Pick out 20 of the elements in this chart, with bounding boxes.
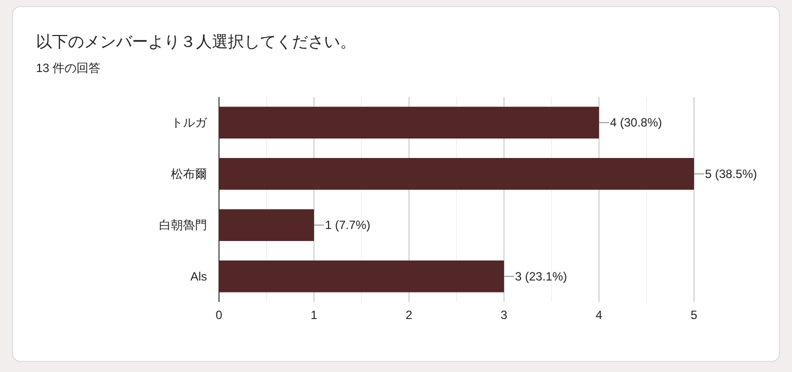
x-tick-label: 4 bbox=[596, 308, 603, 322]
bar bbox=[219, 260, 504, 292]
y-tick-label: 松布爾 bbox=[171, 166, 207, 181]
data-label: 5 (38.5%) bbox=[705, 166, 758, 181]
y-tick-label: 白朝魯門 bbox=[159, 218, 207, 232]
bar bbox=[219, 158, 694, 190]
x-tick-label: 2 bbox=[406, 308, 413, 322]
data-label: 1 (7.7%) bbox=[325, 218, 370, 232]
bar bbox=[219, 209, 314, 242]
y-tick-label: トルガ bbox=[171, 116, 208, 130]
y-tick-label: Als bbox=[190, 269, 207, 284]
chart-title: 以下のメンバーより３人選択してください。 bbox=[36, 33, 356, 51]
x-tick-label: 5 bbox=[690, 308, 698, 322]
x-tick-label: 1 bbox=[310, 308, 318, 322]
x-tick-label: 3 bbox=[500, 308, 508, 322]
x-tick-label: 0 bbox=[216, 308, 223, 322]
bar bbox=[219, 106, 599, 139]
text: 13 件の回答 bbox=[36, 61, 101, 75]
data-label: 4 (30.8%) bbox=[610, 116, 662, 130]
data-label: 3 (23.1%) bbox=[515, 269, 568, 284]
